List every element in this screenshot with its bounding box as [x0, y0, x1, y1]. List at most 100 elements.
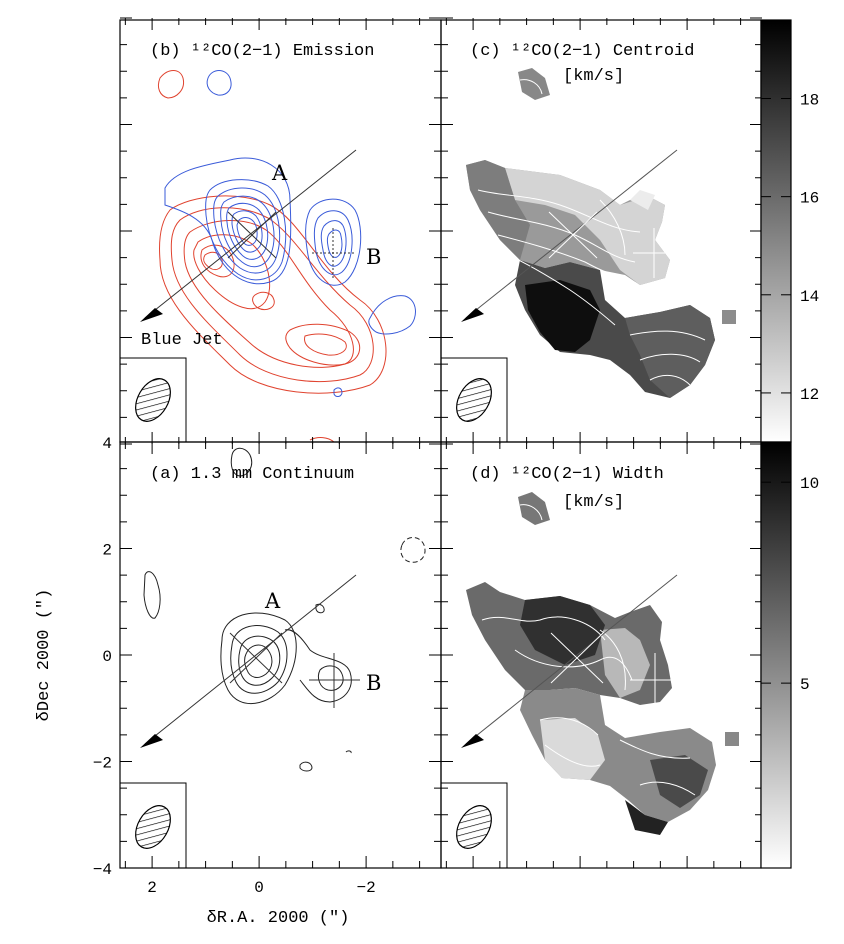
colorbar-tick-label: 10	[800, 475, 819, 493]
x-axis-label: δR.A. 2000 (″)	[207, 909, 350, 928]
colorbar-width	[760, 441, 792, 869]
y-tick-label: −2	[93, 755, 112, 773]
centroid-map-top-blob	[518, 68, 550, 100]
beam-ellipse	[135, 805, 171, 849]
colorbar-tick-label: 16	[800, 190, 819, 208]
panel-b: A B Blue Jet	[120, 70, 416, 442]
y-tick-label: 0	[102, 648, 112, 666]
width-contour	[639, 781, 696, 796]
panel-a-title: (a) 1.3 mm Continuum	[150, 465, 354, 484]
blue-contour	[368, 295, 416, 335]
red-contour	[309, 437, 335, 442]
centroid-map-speck	[722, 310, 736, 324]
panel-b-frame	[119, 19, 442, 443]
beam-inset-box	[120, 782, 187, 868]
x-tick-label: 0	[254, 879, 264, 897]
panel-d-unit: [km/s]	[563, 493, 624, 512]
panel-c-title: (c) ¹²CO(2−1) Centroid	[470, 42, 694, 61]
continuum-contours	[143, 447, 426, 772]
jet-axis-line	[144, 574, 357, 745]
width-map-lower-dark	[650, 755, 708, 808]
axis-ticks	[120, 17, 762, 869]
red-contours	[157, 70, 387, 442]
blue-jet-arrow	[461, 734, 484, 748]
source-label-b: B	[366, 245, 381, 269]
continuum-contour	[244, 644, 273, 678]
centroid-map-lower-mid	[625, 305, 715, 398]
continuum-contour-negative	[400, 537, 426, 563]
panel-a-frame	[119, 441, 442, 869]
centroid-map-top-light	[630, 190, 655, 210]
red-contour	[170, 207, 374, 383]
beam-ellipse	[456, 805, 492, 849]
panel-d-title: (d) ¹²CO(2−1) Width	[470, 465, 664, 484]
panel-c	[441, 68, 736, 442]
red-contour	[285, 323, 360, 366]
width-map-speck	[725, 732, 739, 746]
continuum-contour	[284, 629, 352, 703]
colorbar-tick-label: 14	[800, 288, 819, 306]
width-contour	[544, 744, 601, 767]
continuum-contour	[299, 761, 313, 772]
blue-jet-label: Blue Jet	[141, 331, 223, 350]
blue-contour	[333, 387, 343, 397]
width-map-lower-light	[540, 718, 605, 780]
blue-contour	[220, 195, 275, 268]
source-a-cross	[550, 632, 604, 684]
blue-contour	[213, 187, 281, 274]
centroid-contour	[639, 353, 701, 363]
centroid-contour	[477, 189, 641, 233]
continuum-contour	[345, 750, 352, 754]
y-tick-label: 4	[102, 435, 112, 453]
colorbar-tick-label: 5	[800, 676, 810, 694]
beam-ellipse	[135, 378, 171, 422]
centroid-contour	[519, 79, 543, 95]
colorbar-tick-label: 18	[800, 92, 819, 110]
beam-inset-box	[441, 357, 508, 442]
source-a-cross	[227, 211, 277, 259]
width-contour	[539, 717, 599, 736]
width-contours	[481, 504, 696, 796]
centroid-contour	[649, 374, 691, 386]
blue-contour	[313, 210, 353, 276]
width-map-dark-patch	[520, 596, 605, 665]
panel-d	[441, 492, 739, 868]
blue-contour	[226, 202, 269, 260]
blue-contour	[205, 179, 287, 281]
blue-jet-arrow	[140, 734, 163, 748]
panel-c-unit: [km/s]	[563, 67, 624, 86]
continuum-contour	[230, 625, 288, 694]
blue-contour	[305, 198, 362, 286]
red-contour	[203, 251, 223, 271]
source-label-a: A	[264, 589, 281, 613]
y-tick-label: −4	[93, 861, 112, 879]
centroid-contour	[507, 254, 616, 326]
blue-contour	[164, 157, 292, 285]
blue-contour	[326, 229, 343, 258]
blue-contour	[231, 210, 263, 253]
blue-contours	[164, 70, 416, 397]
centroid-contour	[487, 211, 636, 263]
blue-contour	[206, 70, 232, 96]
red-contour	[159, 195, 387, 394]
blue-jet-arrow	[461, 308, 484, 322]
centroid-contour	[629, 330, 706, 341]
colorbar-ticks: 12 14 16 18 5 10	[761, 92, 819, 694]
centroid-contours	[477, 79, 706, 386]
width-contour	[519, 504, 543, 521]
y-tick-label: 2	[102, 542, 112, 560]
panel-a: A B	[120, 447, 426, 868]
red-contour	[157, 70, 185, 99]
centroid-map-upper-light	[505, 168, 670, 285]
red-contour	[193, 234, 271, 310]
width-contour	[619, 739, 691, 759]
jet-axis-line	[465, 574, 678, 745]
red-contour	[304, 333, 347, 356]
width-contour	[481, 616, 606, 641]
axis-tick-labels: 2 0 −2 −4 −2 0 2 4	[93, 435, 376, 897]
colorbar-tick-label: 12	[800, 386, 819, 404]
colorbar-centroid	[760, 19, 792, 443]
x-tick-label: −2	[356, 879, 375, 897]
centroid-contour	[497, 234, 626, 277]
